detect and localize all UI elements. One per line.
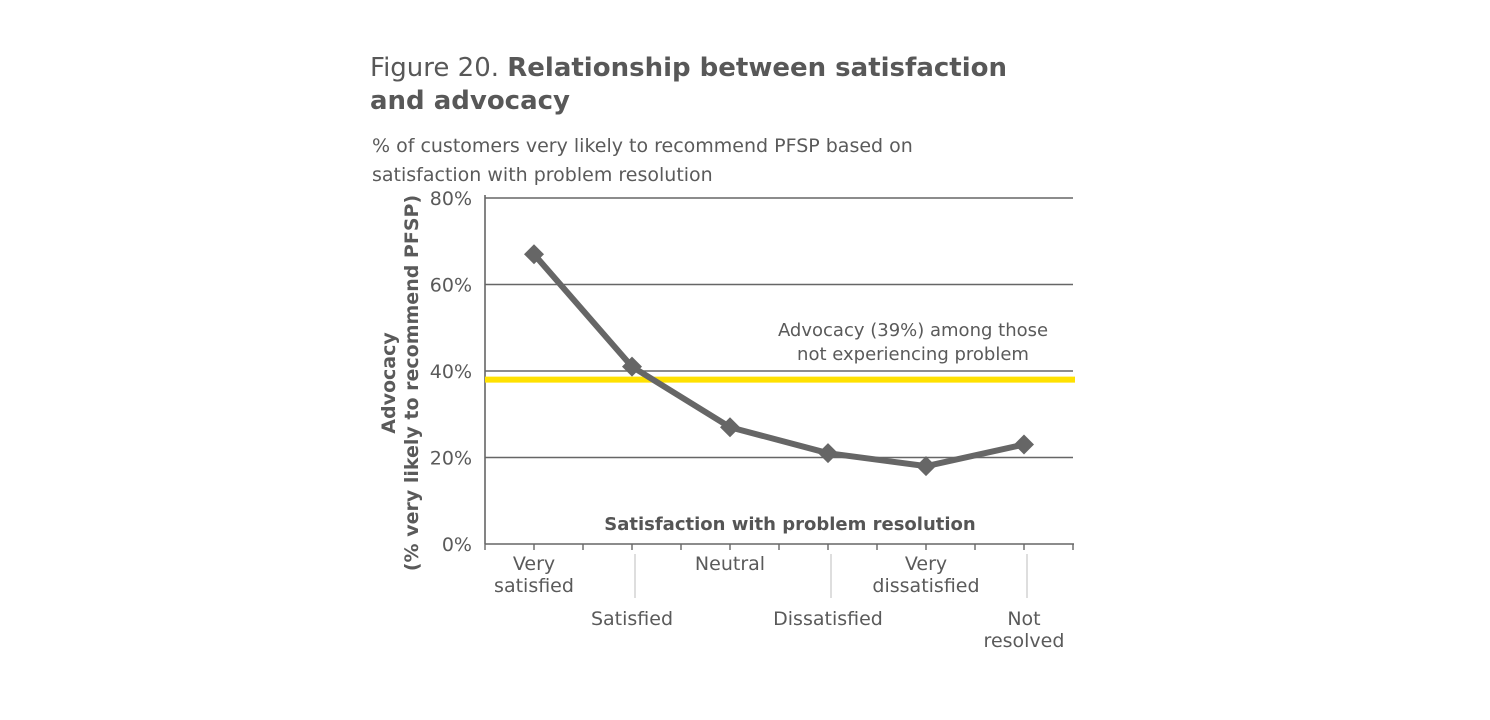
data-point — [818, 443, 838, 464]
x-category-label: Satisfied — [591, 608, 673, 630]
data-point — [720, 417, 740, 438]
y-axis-title: Advocacy — [378, 332, 400, 434]
y-tick-label: 80% — [430, 188, 472, 210]
figure-title: Relationship between satisfaction and ad… — [370, 53, 1007, 116]
y-tick-label: 60% — [430, 275, 472, 297]
series-line — [531, 251, 1027, 470]
x-category-label: resolved — [984, 630, 1065, 652]
chart-subtitle: % of customers very likely to recommend … — [372, 135, 913, 186]
x-category-label: Dissatisfied — [773, 608, 883, 630]
y-axis-title: (% very likely to recommend PFSP) — [401, 195, 423, 571]
y-tick-label: 0% — [442, 534, 472, 556]
data-point — [524, 244, 544, 265]
data-point — [622, 356, 642, 377]
reference-line-label: not experiencing problem — [797, 344, 1029, 365]
x-category-label: dissatisfied — [872, 575, 979, 597]
chart-title: Figure 20. Relationship between satisfac… — [370, 52, 1070, 118]
x-category-label: Very — [513, 553, 555, 575]
y-tick-label: 20% — [430, 448, 472, 470]
data-point — [1014, 434, 1034, 455]
x-axis-title: Satisfaction with problem resolution — [604, 514, 975, 535]
figure-label: Figure 20. — [370, 53, 499, 83]
x-category-label: Not — [1007, 608, 1040, 630]
data-point — [916, 456, 936, 477]
reference-line-label: Advocacy (39%) among those — [778, 320, 1048, 341]
x-category-label: Neutral — [695, 553, 765, 575]
x-category-label: satisfied — [494, 575, 574, 597]
x-category-label: Very — [905, 553, 947, 575]
y-tick-label: 40% — [430, 361, 472, 383]
